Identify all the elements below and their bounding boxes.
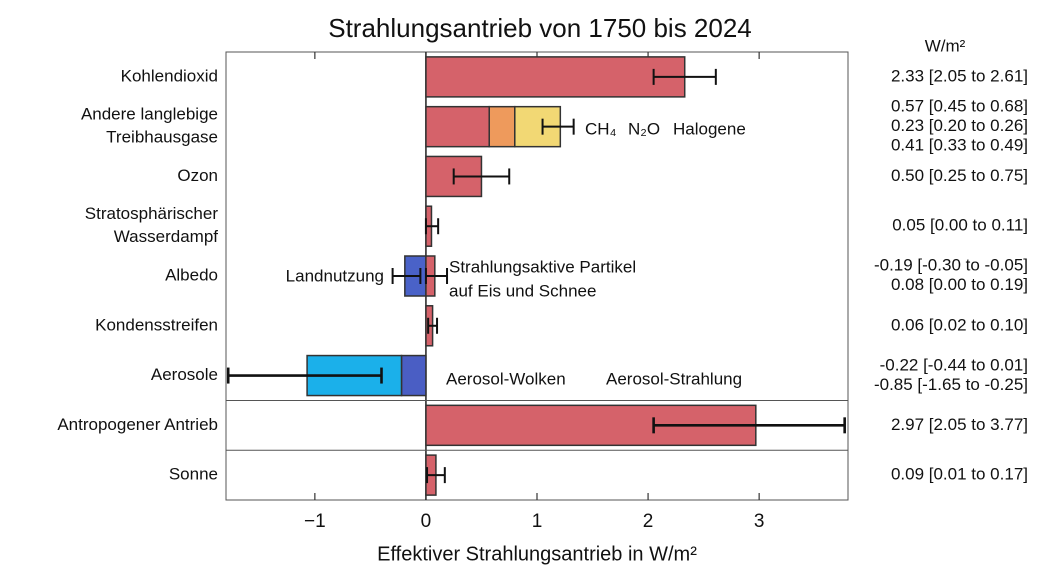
segment-annotation: Landnutzung [286,266,384,285]
x-tick-label: 1 [532,511,543,532]
category-label: Sonne [169,465,218,484]
unit-label: W/m² [925,36,966,55]
value-label: 0.50 [0.25 to 0.75] [891,166,1028,185]
bar-segment [425,56,686,98]
value-label: -0.22 [-0.44 to 0.01] [880,355,1028,374]
value-label: 0.23 [0.20 to 0.26] [891,116,1028,135]
category-label: Ozon [177,166,218,185]
value-label: 0.05 [0.00 to 0.11] [892,216,1028,235]
segment-annotation: Aerosol-Wolken [446,369,566,388]
category-label: Albedo [165,265,218,284]
category-label: Andere langlebige [81,105,218,124]
segment-annotation: Strahlungsaktive Partikel [449,257,636,276]
bar-segment [425,105,490,148]
x-tick-label: −1 [304,511,326,532]
value-label: 0.09 [0.01 to 0.17] [891,465,1028,484]
category-label: Antropogener Antrieb [57,415,218,434]
x-tick-label: 2 [643,511,654,532]
segment-annotation: N₂O [628,119,660,138]
x-axis-label: Effektiver Strahlungsantrieb in W/m² [377,543,697,565]
category-label: Stratosphärischer [85,204,219,223]
value-label: 0.08 [0.00 to 0.19] [891,275,1028,294]
value-label: 0.06 [0.02 to 0.10] [891,315,1028,334]
x-tick-label: 3 [754,511,765,532]
value-label: -0.85 [-1.65 to -0.25] [874,375,1028,394]
x-tick-label: 0 [421,511,432,532]
value-label: 0.57 [0.45 to 0.68] [891,97,1028,116]
category-label: Kohlendioxid [121,66,218,85]
chart-title: Strahlungsantrieb von 1750 bis 2024 [328,13,752,43]
category-label: Kondensstreifen [95,315,218,334]
value-label: 2.97 [2.05 to 3.77] [891,415,1028,434]
category-label: Aerosole [151,365,218,384]
bar-segment [488,105,516,148]
segment-annotation: auf Eis und Schnee [449,281,596,300]
segment-annotation: Halogene [673,119,746,138]
value-label: 2.33 [2.05 to 2.61] [891,66,1028,85]
segment-annotation: CH₄ [585,119,617,138]
category-label: Treibhausgase [106,128,218,147]
segment-annotation: Aerosol-Strahlung [606,369,742,388]
category-label: Wasserdampf [114,227,219,246]
value-label: 0.41 [0.33 to 0.49] [891,136,1028,155]
value-label: -0.19 [-0.30 to -0.05] [874,256,1028,275]
bar-segment [400,354,427,397]
